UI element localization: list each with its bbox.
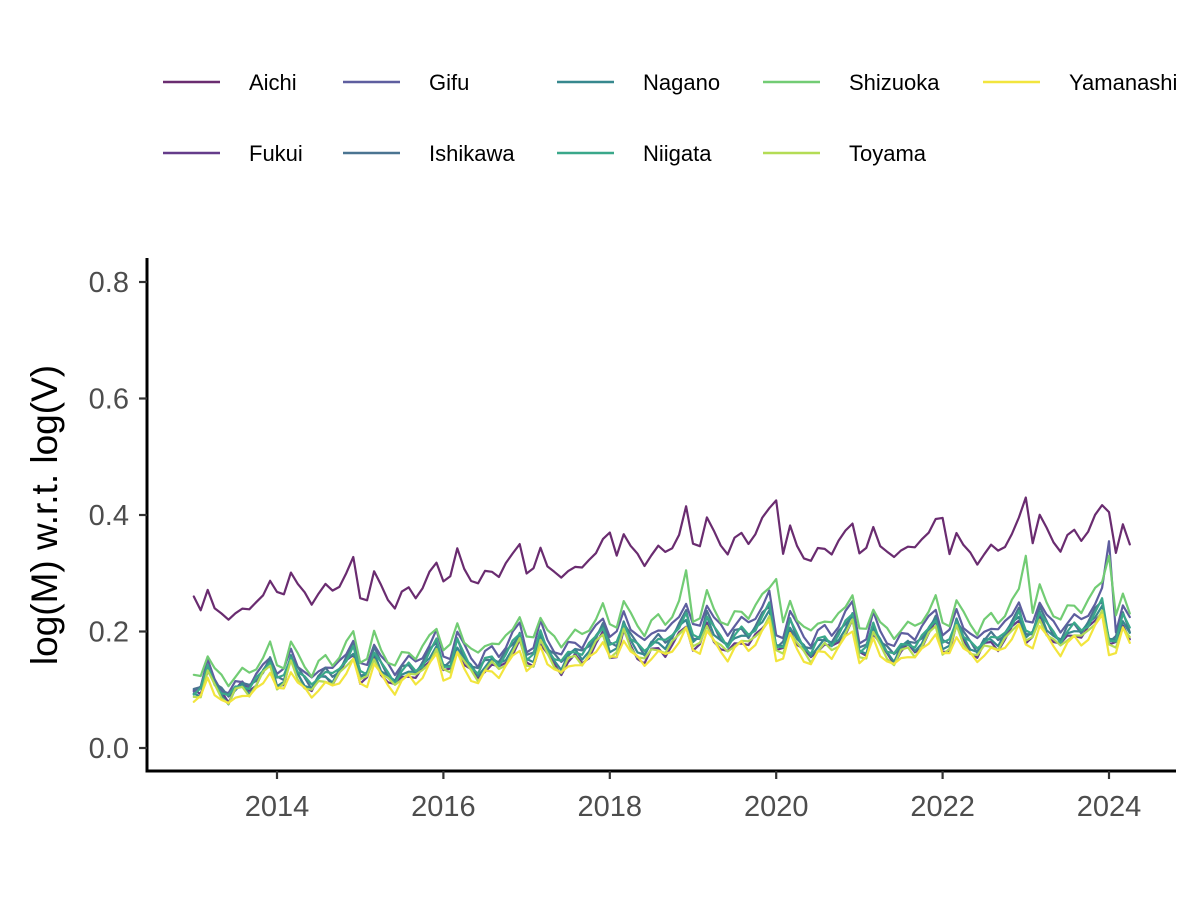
y-tick-label: 0.6 [89,384,129,416]
x-tick-label: 2018 [578,791,643,823]
legend-label: Yamanashi [1069,70,1177,95]
legend-item-yamanashi: Yamanashi [983,70,1177,95]
series-line-gifu [192,540,1131,695]
legend-item-aichi: Aichi [163,70,297,95]
y-tick-label: 0.2 [89,617,129,649]
legend-label: Fukui [249,141,303,166]
legend-label: Gifu [429,70,469,95]
series-line-toyama [192,609,1131,705]
legend-item-ishikawa: Ishikawa [343,141,515,166]
plot-area [192,496,1131,706]
legend-label: Toyama [849,141,927,166]
legend-item-nagano: Nagano [557,70,720,95]
x-tick-label: 2016 [411,791,476,823]
series-line-shizuoka [192,554,1131,688]
x-tick-label: 2020 [744,791,809,823]
y-tick-label: 0.4 [89,500,129,532]
x-tick-label: 2024 [1077,791,1142,823]
legend-item-fukui: Fukui [163,141,303,166]
y-tick-label: 0.8 [89,267,129,299]
series-line-fukui [192,611,1131,704]
legend-item-toyama: Toyama [763,141,927,166]
x-tick-label: 2014 [245,791,310,823]
legend-label: Nagano [643,70,720,95]
legend-label: Shizuoka [849,70,940,95]
series-line-yamanashi [192,613,1131,705]
series-line-niigata [192,597,1131,697]
axes [145,258,1176,773]
legend-label: Niigata [643,141,712,166]
legend-item-niigata: Niigata [557,141,712,166]
y-axis-ticks: 0.0 0.2 0.4 0.6 0.8 [89,267,147,765]
legend-label: Ishikawa [429,141,515,166]
series-line-aichi [192,496,1131,621]
legend: Aichi Gifu Nagano Shizuoka Yamanashi Fukui Ish… [163,70,1177,166]
x-axis-ticks: 2014 2016 2018 2020 2022 2024 [245,771,1142,823]
y-tick-label: 0.0 [89,733,129,765]
legend-item-gifu: Gifu [343,70,469,95]
y-axis-title: log(M) w.r.t. log(V) [24,365,65,665]
series-line-nagano [192,604,1131,706]
x-tick-label: 2022 [910,791,975,823]
legend-item-shizuoka: Shizuoka [763,70,940,95]
legend-label: Aichi [249,70,297,95]
